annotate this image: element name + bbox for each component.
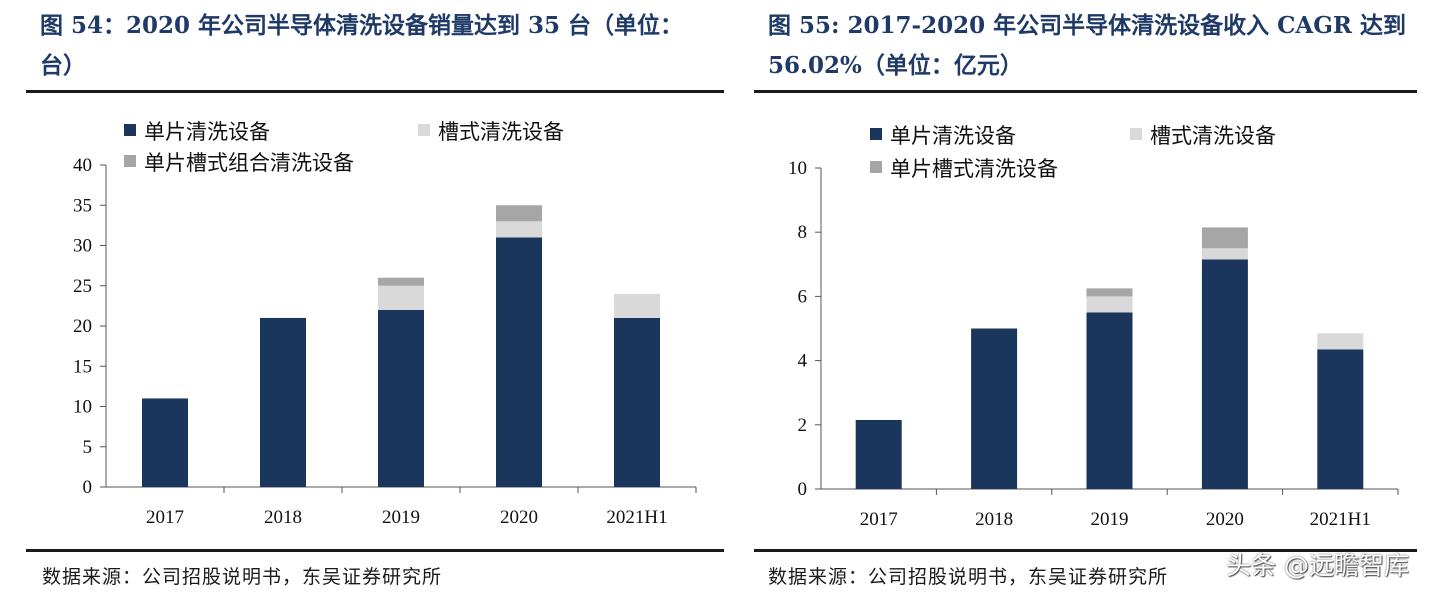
figure-55-panel: 图 55: 2017-2020 年公司半导体清洗设备收入 CAGR 达到 56.… [752, 0, 1442, 601]
y-tick-label: 4 [798, 351, 808, 372]
legend-swatch [124, 155, 136, 167]
x-tick-label: 2017 [860, 509, 898, 530]
legend-label: 槽式清洗设备 [1150, 124, 1276, 148]
x-tick-label: 2019 [1091, 509, 1129, 530]
source-divider [754, 549, 1417, 552]
y-tick-label: 20 [73, 316, 92, 337]
y-tick-label: 8 [798, 222, 808, 243]
bar-segment [496, 237, 542, 487]
x-tick-label: 2021H1 [1310, 509, 1371, 530]
bar-segment [1086, 288, 1133, 297]
bar-segment [1317, 349, 1364, 489]
title-divider [26, 90, 724, 93]
bar-segment [1201, 227, 1248, 249]
legend-label: 单片清洗设备 [890, 124, 1016, 148]
x-tick-label: 2019 [382, 507, 420, 528]
legend-swatch [418, 124, 430, 136]
sales-volume-chart: 0 5 10 15 20 25 30 35 40 2017 2018 2019 2020 2021H1 单片… [73, 120, 697, 528]
bar-segment [378, 309, 424, 487]
bar-segment [260, 317, 306, 487]
bar-segment [1086, 312, 1133, 489]
bar-segment [378, 285, 424, 310]
bar-segment [1201, 259, 1248, 489]
y-tick-label: 2 [798, 415, 808, 436]
y-tick-label: 6 [798, 286, 808, 307]
bar-segment [971, 328, 1018, 489]
x-tick-label: 2018 [975, 509, 1013, 530]
legend-swatch [870, 128, 882, 140]
legend-swatch [124, 124, 136, 136]
y-tick-label: 10 [788, 158, 807, 179]
bar-segment [142, 398, 188, 487]
bar-segment [614, 293, 660, 318]
y-tick-label: 0 [83, 477, 93, 498]
y-tick-label: 10 [73, 397, 92, 418]
legend-swatch [1130, 128, 1142, 140]
source-note: 数据来源：公司招股说明书，东吴证券研究所 [768, 566, 1169, 588]
bar-segment [378, 277, 424, 286]
y-tick-label: 30 [73, 236, 92, 257]
title-divider [754, 90, 1417, 93]
y-tick-label: 5 [83, 437, 93, 458]
x-tick-label: 2021H1 [606, 507, 667, 528]
figure-title: 图 55: 2017-2020 年公司半导体清洗设备收入 CAGR 达到 56.… [768, 12, 1407, 79]
bar-segment [496, 205, 542, 222]
legend-label: 单片清洗设备 [144, 120, 270, 144]
y-tick-label: 15 [73, 356, 92, 377]
legend-label: 单片槽式清洗设备 [890, 157, 1058, 181]
figure-title: 图 54：2020 年公司半导体清洗设备销量达到 35 台（单位：台） [40, 12, 684, 79]
y-tick-label: 25 [73, 276, 92, 297]
x-tick-label: 2018 [264, 507, 302, 528]
bar-segment [855, 419, 902, 489]
x-tick-label: 2017 [146, 507, 184, 528]
legend-label: 单片槽式组合清洗设备 [144, 151, 354, 175]
bar-segment [614, 317, 660, 487]
bar-segment [1086, 296, 1133, 313]
watermark: 头条 @远瞻智库 [1226, 551, 1409, 580]
y-tick-label: 0 [798, 479, 808, 500]
legend-label: 槽式清洗设备 [438, 120, 564, 144]
source-divider [26, 549, 724, 552]
bar-segment [496, 221, 542, 238]
legend-swatch [870, 161, 882, 173]
x-tick-label: 2020 [1206, 509, 1244, 530]
y-tick-label: 35 [73, 195, 92, 216]
bar-segment [1317, 333, 1364, 350]
revenue-chart: 0 2 4 6 8 10 2017 2018 2019 2020 2021H1 单片清洗设备 槽式清洗设… [788, 124, 1399, 530]
source-note: 数据来源：公司招股说明书，东吴证券研究所 [42, 566, 443, 588]
x-tick-label: 2020 [500, 507, 538, 528]
bar-segment [1201, 248, 1248, 260]
figure-54-panel: 图 54：2020 年公司半导体清洗设备销量达到 35 台（单位：台） 0 5 10… [26, 12, 724, 588]
y-tick-label: 40 [73, 155, 92, 176]
